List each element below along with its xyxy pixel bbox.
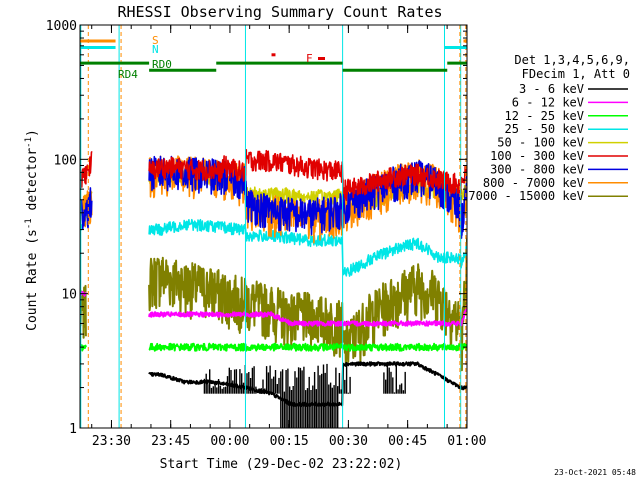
flag-label-flare: F xyxy=(306,52,313,65)
legend-label-5: 100 - 300 keV xyxy=(490,149,584,163)
x-tick-label: 23:30 xyxy=(92,434,131,449)
y-tick-label: 10 xyxy=(61,288,77,303)
y-tick-label: 1000 xyxy=(46,19,77,34)
legend-label-3: 25 - 50 keV xyxy=(505,122,584,136)
legend-label-6: 300 - 800 keV xyxy=(490,162,584,176)
legend: Det 1,3,4,5,6,9, FDecim 1, Att 0 3 - 6 k… xyxy=(468,53,630,203)
flag-label-rd0: RD0 xyxy=(152,58,172,71)
x-tick-label: 23:45 xyxy=(151,434,190,449)
footer-timestamp: 23-Oct-2021 05:48 xyxy=(554,468,636,477)
axes: 1 10 100 1000 23:30 23:45 00:00 00:15 00:30 00:45… xyxy=(46,19,487,449)
chart-title: RHESSI Observing Summary Count Rates xyxy=(117,3,442,21)
legend-label-8: 7000 - 15000 keV xyxy=(468,189,584,203)
legend-label-4: 50 - 100 keV xyxy=(497,136,584,150)
legend-label-7: 800 - 7000 keV xyxy=(483,176,584,190)
legend-label-0: 3 - 6 keV xyxy=(519,82,584,96)
flare-marker xyxy=(318,57,325,60)
x-axis-label: Start Time (29-Dec-02 23:22:02) xyxy=(160,457,403,472)
x-tick-label: 00:15 xyxy=(270,434,309,449)
flag-label-rd4: RD4 xyxy=(118,68,138,81)
legend-label-1: 6 - 12 keV xyxy=(512,95,584,109)
plot-content xyxy=(80,25,467,428)
legend-label-2: 12 - 25 keV xyxy=(505,109,584,123)
plot-frame xyxy=(79,24,468,429)
series-line-3to6kev xyxy=(148,361,467,408)
y-tick-label: 100 xyxy=(54,153,77,168)
flag-label-saa: S xyxy=(152,34,159,47)
series-line-12to25kev xyxy=(80,342,467,352)
y-tick-label: 1 xyxy=(69,422,77,437)
legend-header-line-1: Det 1,3,4,5,6,9, xyxy=(514,53,630,67)
plot-area: SN F RD0 RD4 xyxy=(80,25,467,428)
flag-label-night: N xyxy=(152,43,159,56)
x-tick-label: 00:30 xyxy=(329,434,368,449)
x-tick-label: 01:00 xyxy=(447,434,486,449)
y-axis-label: Count Rate (s-1 detector-1) xyxy=(24,129,40,331)
x-tick-label: 00:45 xyxy=(388,434,427,449)
legend-header-line-2: FDecim 1, Att 0 xyxy=(522,67,630,81)
x-tick-label: 00:00 xyxy=(210,434,249,449)
